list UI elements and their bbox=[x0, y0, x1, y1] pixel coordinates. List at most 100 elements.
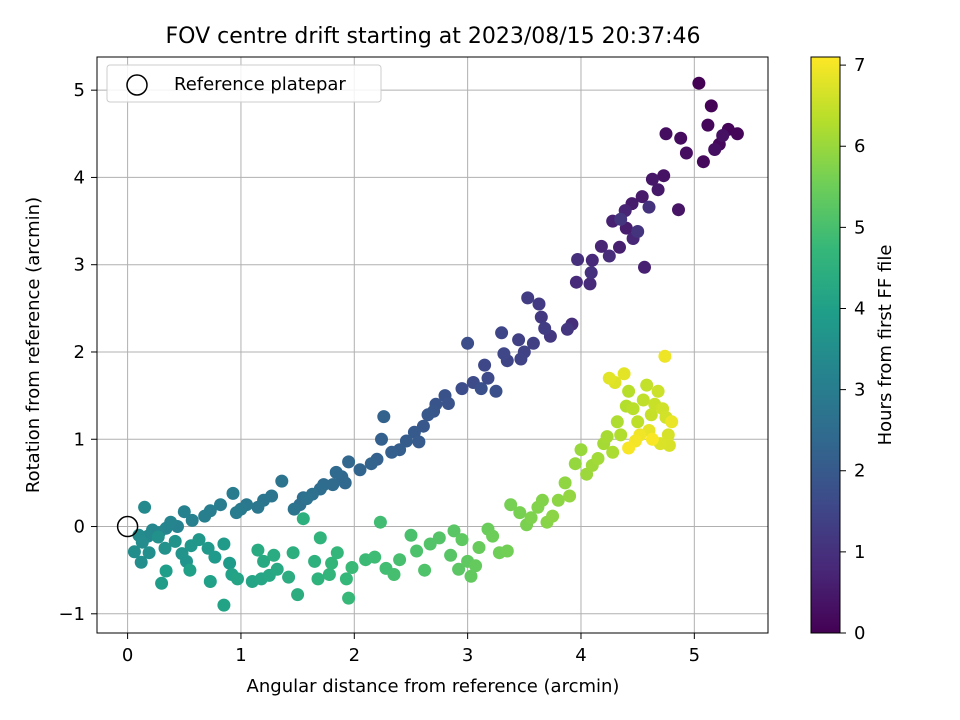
scatter-point bbox=[665, 415, 679, 429]
scatter-point bbox=[217, 537, 231, 551]
scatter-point bbox=[551, 493, 565, 507]
scatter-point bbox=[631, 225, 645, 238]
scatter-point bbox=[404, 528, 418, 542]
y-tick-label: 2 bbox=[74, 342, 85, 363]
scatter-point bbox=[329, 465, 343, 479]
scatter-point bbox=[478, 358, 492, 372]
colorbar-gradient bbox=[810, 56, 841, 634]
scatter-point bbox=[469, 559, 483, 573]
scatter-point bbox=[325, 556, 339, 570]
scatter-point bbox=[610, 415, 624, 429]
scatter-point bbox=[486, 529, 500, 543]
scatter-point bbox=[447, 524, 461, 538]
scatter-point bbox=[585, 253, 599, 267]
scatter-point bbox=[203, 575, 217, 588]
scatter-point bbox=[155, 576, 169, 590]
scatter-point bbox=[418, 563, 432, 577]
colorbar-tick-label: 3 bbox=[854, 380, 865, 401]
scatter-point bbox=[251, 500, 265, 514]
scatter-point bbox=[330, 546, 344, 560]
x-tick-label: 0 bbox=[122, 645, 133, 666]
scatter-point bbox=[226, 486, 240, 500]
scatter-point bbox=[538, 321, 552, 335]
reference-platepar-marker bbox=[116, 515, 139, 538]
scatter-point bbox=[708, 143, 722, 156]
scatter-point bbox=[696, 155, 710, 169]
scatter-point bbox=[373, 515, 387, 529]
scatter-point bbox=[645, 172, 659, 186]
scatter-point bbox=[635, 190, 649, 204]
colorbar-label: Hours from first FF file bbox=[875, 245, 896, 446]
scatter-point bbox=[291, 588, 305, 602]
scatter-point bbox=[158, 541, 172, 555]
scatter-point bbox=[432, 531, 446, 545]
scatter-point bbox=[223, 556, 237, 570]
scatter-point bbox=[342, 455, 356, 469]
scatter-point bbox=[481, 371, 495, 385]
scatter-point bbox=[375, 432, 388, 446]
scatter-point bbox=[214, 498, 227, 512]
scatter-point bbox=[251, 543, 265, 557]
scatter-point bbox=[338, 476, 352, 490]
scatter-point bbox=[716, 129, 730, 142]
scatter-point bbox=[345, 561, 359, 574]
scatter-point bbox=[441, 397, 455, 410]
scatter-point bbox=[600, 430, 614, 444]
scatter-point bbox=[368, 550, 382, 564]
scatter-point bbox=[622, 384, 636, 398]
x-tick-label: 1 bbox=[235, 645, 246, 666]
scatter-point bbox=[339, 572, 353, 586]
y-axis-ticks: −1 0 1 2 3 4 5 bbox=[58, 80, 97, 625]
scatter-point bbox=[385, 445, 399, 459]
chart-title: FOV centre drift starting at 2023/08/15 … bbox=[166, 24, 701, 49]
scatter-point bbox=[661, 428, 675, 442]
scatter-point bbox=[602, 249, 616, 263]
scatter-point bbox=[326, 478, 340, 492]
scatter-point bbox=[569, 275, 583, 289]
legend: Reference platepar bbox=[106, 64, 382, 103]
scatter-point bbox=[626, 402, 640, 416]
scatter-point bbox=[568, 457, 582, 471]
x-axis-label: Angular distance from reference (arcmin) bbox=[247, 676, 620, 697]
scatter-point bbox=[645, 432, 659, 446]
scatter-point bbox=[472, 541, 486, 554]
scatter-point bbox=[534, 310, 548, 324]
scatter-point bbox=[644, 408, 658, 422]
scatter-point bbox=[614, 428, 628, 442]
scatter-point bbox=[532, 297, 546, 311]
x-tick-label: 5 bbox=[689, 645, 700, 666]
scatter-point bbox=[267, 548, 281, 562]
scatter-point bbox=[452, 562, 466, 576]
scatter-point bbox=[558, 476, 572, 490]
legend-box bbox=[106, 64, 382, 103]
scatter-point bbox=[313, 531, 327, 545]
scatter-point bbox=[535, 493, 549, 507]
scatter-point bbox=[177, 505, 191, 519]
grid-lines bbox=[97, 57, 768, 633]
scatter-point bbox=[658, 349, 672, 363]
scatter-point bbox=[377, 410, 391, 424]
scatter-points bbox=[116, 76, 744, 612]
scatter-point bbox=[353, 463, 367, 477]
scatter-point bbox=[399, 434, 413, 448]
scatter-point bbox=[704, 99, 718, 113]
scatter-point bbox=[159, 564, 173, 578]
scatter-point bbox=[513, 506, 527, 520]
scatter-point bbox=[455, 382, 469, 396]
scatter-point bbox=[421, 408, 435, 422]
scatter-point bbox=[270, 562, 284, 576]
scatter-point bbox=[364, 457, 378, 471]
scatter-point bbox=[192, 533, 206, 547]
scatter-point bbox=[730, 127, 744, 141]
scatter-point bbox=[606, 445, 620, 459]
scatter-point bbox=[198, 509, 212, 523]
scatter-point bbox=[524, 511, 538, 525]
scatter-point bbox=[560, 322, 574, 336]
scatter-point bbox=[521, 291, 535, 305]
scatter-point bbox=[583, 277, 597, 291]
scatter-point bbox=[410, 544, 424, 558]
scatter-point bbox=[642, 200, 656, 214]
scatter-point bbox=[672, 203, 685, 217]
scatter-point bbox=[393, 553, 407, 567]
